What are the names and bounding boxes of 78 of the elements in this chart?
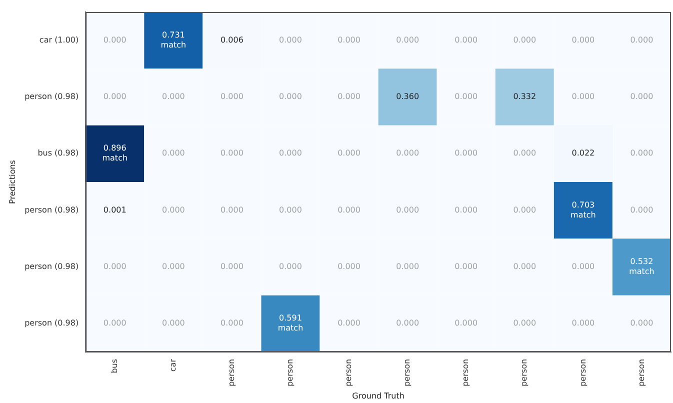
- data-label: 0.000: [338, 35, 360, 44]
- data-label: 0.000: [338, 92, 360, 102]
- data-label: 0.000: [630, 92, 654, 102]
- data-label: 0.000: [162, 262, 185, 272]
- y-tick-label: person (0.98): [24, 205, 79, 214]
- data-label: 0.000: [279, 92, 302, 102]
- data-label: 0.000: [220, 148, 244, 158]
- x-tick-label: person: [344, 358, 354, 386]
- data-label: 0.000: [572, 318, 595, 328]
- data-label: 0.000: [630, 35, 654, 44]
- data-label: 0.000: [454, 262, 478, 272]
- data-label: 0.000: [630, 148, 654, 158]
- data-label: 0.532 match: [629, 257, 654, 276]
- x-tick-label: person: [578, 358, 588, 386]
- data-label: 0.000: [220, 92, 244, 102]
- data-label: 0.000: [396, 318, 420, 328]
- data-label: 0.006: [220, 35, 244, 44]
- data-label: 0.000: [338, 318, 360, 328]
- data-label: 0.000: [396, 205, 420, 214]
- data-label: 0.000: [513, 318, 536, 328]
- y-tick-label: person (0.98): [24, 318, 79, 328]
- x-tick-label: person: [402, 358, 412, 386]
- data-label: 0.022: [572, 148, 595, 158]
- data-label: 0.360: [396, 92, 420, 102]
- data-label: 0.000: [454, 92, 478, 102]
- data-label: 0.000: [396, 148, 420, 158]
- data-label: 0.000: [338, 148, 360, 158]
- data-label: 0.000: [279, 262, 302, 272]
- data-label: 0.000: [103, 35, 126, 44]
- y-axis-title: Predictions: [8, 160, 17, 204]
- x-tick-label: person: [227, 358, 236, 386]
- data-label: 0.000: [162, 205, 185, 214]
- y-tick-label: bus (0.98): [38, 148, 79, 158]
- data-label: 0.000: [513, 35, 536, 44]
- data-label: 0.000: [162, 92, 185, 102]
- data-label: 0.000: [279, 205, 302, 214]
- data-label: 0.000: [513, 262, 536, 272]
- data-label: 0.000: [220, 262, 244, 272]
- data-label: 0.000: [630, 205, 654, 214]
- data-label: 0.000: [162, 318, 185, 328]
- data-label: 0.000: [279, 148, 302, 158]
- data-label: 0.000: [338, 262, 360, 272]
- data-label: 0.000: [454, 318, 478, 328]
- data-label: 0.000: [103, 318, 126, 328]
- data-label: 0.000: [279, 35, 302, 44]
- data-label: 0.000: [103, 92, 126, 102]
- data-label: 0.000: [396, 262, 420, 272]
- y-tick-label: car (1.00): [39, 35, 79, 44]
- data-label: 0.896 match: [102, 144, 128, 163]
- x-tick-label: car: [168, 358, 178, 372]
- data-label: 0.332: [513, 92, 536, 102]
- data-label: 0.703 match: [570, 200, 596, 220]
- x-tick-label: person: [286, 358, 295, 386]
- data-label: 0.000: [220, 318, 244, 328]
- data-label: 0.000: [454, 148, 478, 158]
- data-label: 0.591 match: [278, 314, 304, 333]
- x-tick-label: person: [461, 358, 470, 386]
- data-label: 0.000: [572, 92, 595, 102]
- y-tick-label: person (0.98): [24, 92, 79, 102]
- x-tick-label: person: [636, 358, 646, 386]
- data-label: 0.000: [396, 35, 420, 44]
- data-label: 0.001: [103, 205, 126, 214]
- data-label: 0.000: [338, 205, 360, 214]
- data-label: 0.000: [513, 148, 536, 158]
- x-tick-label: bus: [110, 358, 119, 374]
- y-tick-label: person (0.98): [24, 262, 79, 272]
- x-axis-title: Ground Truth: [352, 391, 404, 400]
- data-label: 0.000: [220, 205, 244, 214]
- data-label: 0.000: [162, 148, 185, 158]
- data-label: 0.000: [630, 318, 654, 328]
- x-tick-label: person: [520, 358, 529, 386]
- data-label: 0.000: [454, 35, 478, 44]
- data-label: 0.000: [103, 262, 126, 272]
- data-label: 0.000: [572, 35, 595, 44]
- data-label: 0.731 match: [160, 30, 186, 50]
- data-label: 0.000: [513, 205, 536, 214]
- data-label: 0.000: [572, 262, 595, 272]
- data-label: 0.000: [454, 205, 478, 214]
